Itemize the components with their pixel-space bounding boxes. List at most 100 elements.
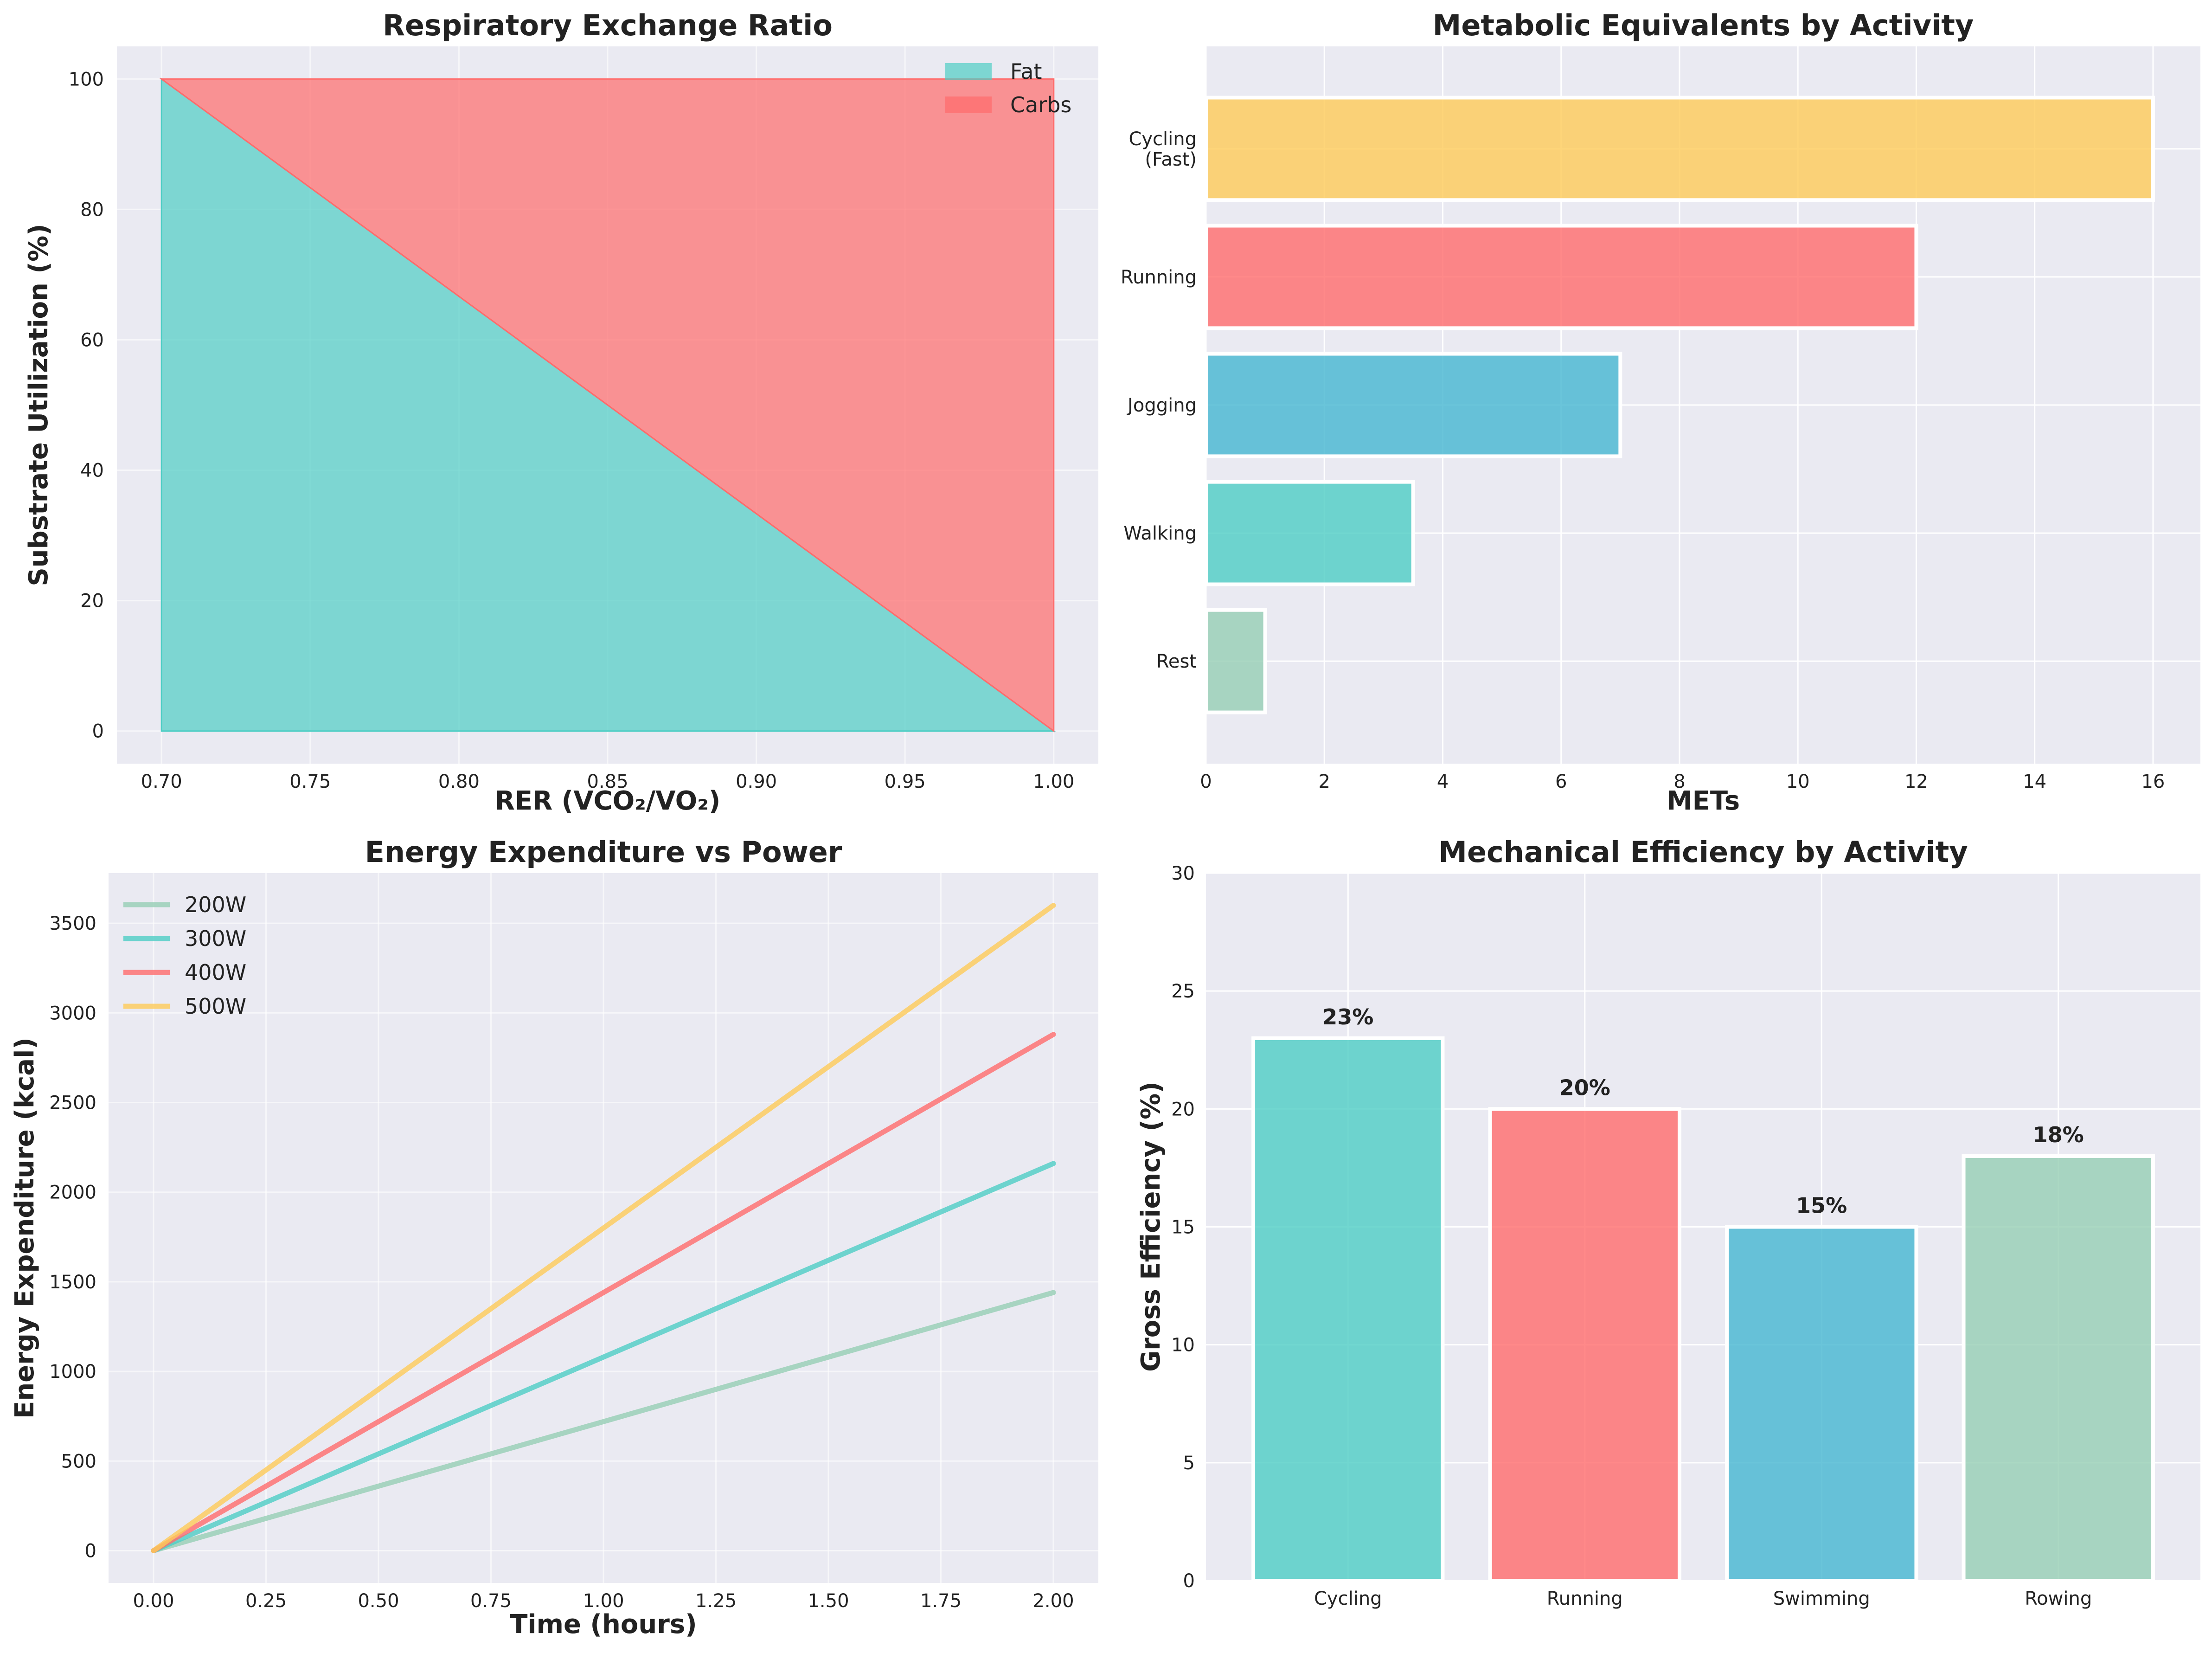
energy-x-label: Time (hours) (510, 1609, 697, 1640)
rer-legend: Fat Carbs (945, 59, 1071, 117)
carbs-area (159, 78, 1055, 733)
rer-y-tick-label: 60 (80, 329, 104, 351)
energy-legend-label: 500W (185, 994, 246, 1019)
energy-y-tick-label: 1500 (49, 1272, 96, 1293)
energy-line-400W (151, 1032, 1056, 1553)
rer-y-tick-label: 0 (92, 721, 104, 742)
mets-category-label-line: Walking (1123, 523, 1197, 544)
mets-bar (1204, 224, 1918, 330)
energy-panel: 0.00 0.25 0.50 0.75 1.00 1.25 1.50 1.75 2.00 0 500… (10, 835, 1098, 1640)
efficiency-y-tick-label: 5 (1183, 1453, 1195, 1474)
efficiency-bar (1251, 1036, 1445, 1582)
energy-marks (151, 903, 1056, 1553)
mets-category-label: Running (1121, 267, 1197, 288)
energy-x-tick-label: 1.00 (583, 1590, 624, 1612)
mets-x-tick-label: 12 (1904, 771, 1928, 792)
rer-title: Respiratory Exchange Ratio (383, 8, 833, 42)
rer-y-tick-label: 40 (80, 460, 104, 482)
efficiency-y-tick-label: 25 (1171, 981, 1195, 1002)
mets-x-tick-label: 8 (1673, 771, 1685, 792)
energy-y-label: Energy Expenditure (kcal) (10, 1037, 40, 1419)
mets-x-tick-label: 16 (2141, 771, 2165, 792)
rer-y-tick-label: 100 (69, 69, 104, 90)
mets-x-tick-label: 4 (1437, 771, 1449, 792)
rer-panel: 0.70 0.75 0.80 0.85 0.90 0.95 1.00 0 20 40 60 80 100… (24, 8, 1098, 816)
efficiency-title: Mechanical Efficiency by Activity (1438, 835, 1968, 869)
efficiency-panel: 0 5 10 15 20 25 30 23% Cycling 20% Running 15% Swimm… (1136, 835, 2200, 1609)
energy-legend-label: 200W (185, 892, 246, 917)
efficiency-bar (1725, 1225, 1918, 1582)
mets-title: Metabolic Equivalents by Activity (1433, 8, 1974, 42)
energy-x-tick-label: 0.50 (358, 1590, 399, 1612)
energy-y-tick-label: 3000 (49, 1003, 96, 1024)
efficiency-data-label: 15% (1796, 1193, 1847, 1218)
efficiency-marks (1251, 1036, 2155, 1582)
energy-legend: 200W 300W 400W 500W (123, 892, 246, 1019)
energy-x-tick-label: 1.25 (695, 1590, 737, 1612)
mets-bar (1204, 480, 1415, 586)
efficiency-category-label: Rowing (2025, 1588, 2092, 1609)
mets-category-label: Cycling (Fast) (1128, 129, 1197, 170)
mets-bar (1204, 608, 1267, 714)
efficiency-y-label: Gross Efficiency (%) (1136, 1081, 1166, 1372)
rer-y-tick-label: 20 (80, 591, 104, 612)
mets-x-label: METs (1667, 786, 1740, 816)
efficiency-category-label: Running (1547, 1588, 1623, 1609)
energy-title: Energy Expenditure vs Power (365, 835, 842, 869)
mets-x-tick-label: 0 (1200, 771, 1212, 792)
energy-line-500W (151, 903, 1056, 1553)
rer-ticks: 0.70 0.75 0.80 0.85 0.90 0.95 1.00 0 20 40 60 80 100 (69, 69, 1075, 792)
mets-ticks: 0 2 4 6 8 10 12 14 16 Rest Walking Jogging Running Cy… (1121, 129, 2165, 792)
energy-grid (109, 873, 1098, 1583)
rer-x-tick-label: 1.00 (1033, 771, 1074, 792)
efficiency-category-label: Swimming (1773, 1588, 1870, 1609)
energy-line-200W (151, 1290, 1056, 1553)
mets-category-label-line: Running (1121, 267, 1197, 288)
energy-ticks: 0.00 0.25 0.50 0.75 1.00 1.25 1.50 1.75 2.00 0 500… (49, 913, 1074, 1612)
efficiency-ticks: 0 5 10 15 20 25 30 23% Cycling 20% Running 15% Swimm… (1171, 863, 2092, 1609)
energy-y-tick-label: 0 (85, 1540, 96, 1562)
rer-x-label: RER (VCO₂/VO₂) (495, 786, 721, 816)
rer-y-label: Substrate Utilization (%) (24, 224, 54, 586)
rer-legend-swatch (945, 96, 992, 113)
energy-y-tick-label: 2000 (49, 1182, 96, 1203)
energy-legend-label: 300W (185, 926, 246, 951)
rer-x-tick-label: 0.90 (736, 771, 777, 792)
mets-category-label: Rest (1156, 651, 1197, 672)
efficiency-data-label: 20% (1559, 1075, 1610, 1100)
mets-category-label-line: Rest (1156, 651, 1197, 672)
energy-x-tick-label: 1.50 (808, 1590, 849, 1612)
mets-category-label-line: (Fast) (1145, 149, 1197, 170)
efficiency-y-tick-label: 15 (1171, 1217, 1195, 1238)
efficiency-category-label: Cycling (1314, 1588, 1382, 1609)
energy-x-tick-label: 0.25 (245, 1590, 287, 1612)
efficiency-y-tick-label: 0 (1183, 1570, 1195, 1592)
energy-y-tick-label: 3500 (49, 913, 96, 934)
rer-marks (159, 77, 1056, 733)
efficiency-bar (1962, 1154, 2155, 1582)
energy-x-tick-label: 1.75 (920, 1590, 962, 1612)
mets-category-label-line: Cycling (1128, 129, 1197, 150)
efficiency-y-tick-label: 20 (1171, 1099, 1195, 1120)
energy-x-tick-label: 0.00 (133, 1590, 174, 1612)
energy-x-tick-label: 2.00 (1032, 1590, 1074, 1612)
energy-line-300W (151, 1161, 1056, 1553)
mets-x-tick-label: 10 (1786, 771, 1810, 792)
efficiency-data-label: 18% (2033, 1122, 2084, 1147)
rer-x-tick-label: 0.95 (885, 771, 926, 792)
mets-marks (1204, 96, 2155, 714)
efficiency-data-label: 23% (1322, 1004, 1373, 1029)
mets-bar (1204, 96, 2155, 202)
rer-legend-label: Fat (1010, 59, 1042, 84)
efficiency-bar (1488, 1107, 1681, 1582)
mets-panel: 0 2 4 6 8 10 12 14 16 Rest Walking Jogging Running Cy… (1121, 8, 2200, 816)
rer-x-tick-label: 0.75 (289, 771, 331, 792)
mets-category-label: Walking (1123, 523, 1197, 544)
mets-x-tick-label: 14 (2023, 771, 2046, 792)
energy-legend-label: 400W (185, 960, 246, 985)
efficiency-y-tick-label: 30 (1171, 863, 1195, 884)
mets-category-label-line: Jogging (1126, 395, 1197, 416)
energy-y-tick-label: 500 (61, 1451, 96, 1472)
energy-y-tick-label: 2500 (49, 1093, 96, 1114)
energy-x-tick-label: 0.75 (470, 1590, 512, 1612)
